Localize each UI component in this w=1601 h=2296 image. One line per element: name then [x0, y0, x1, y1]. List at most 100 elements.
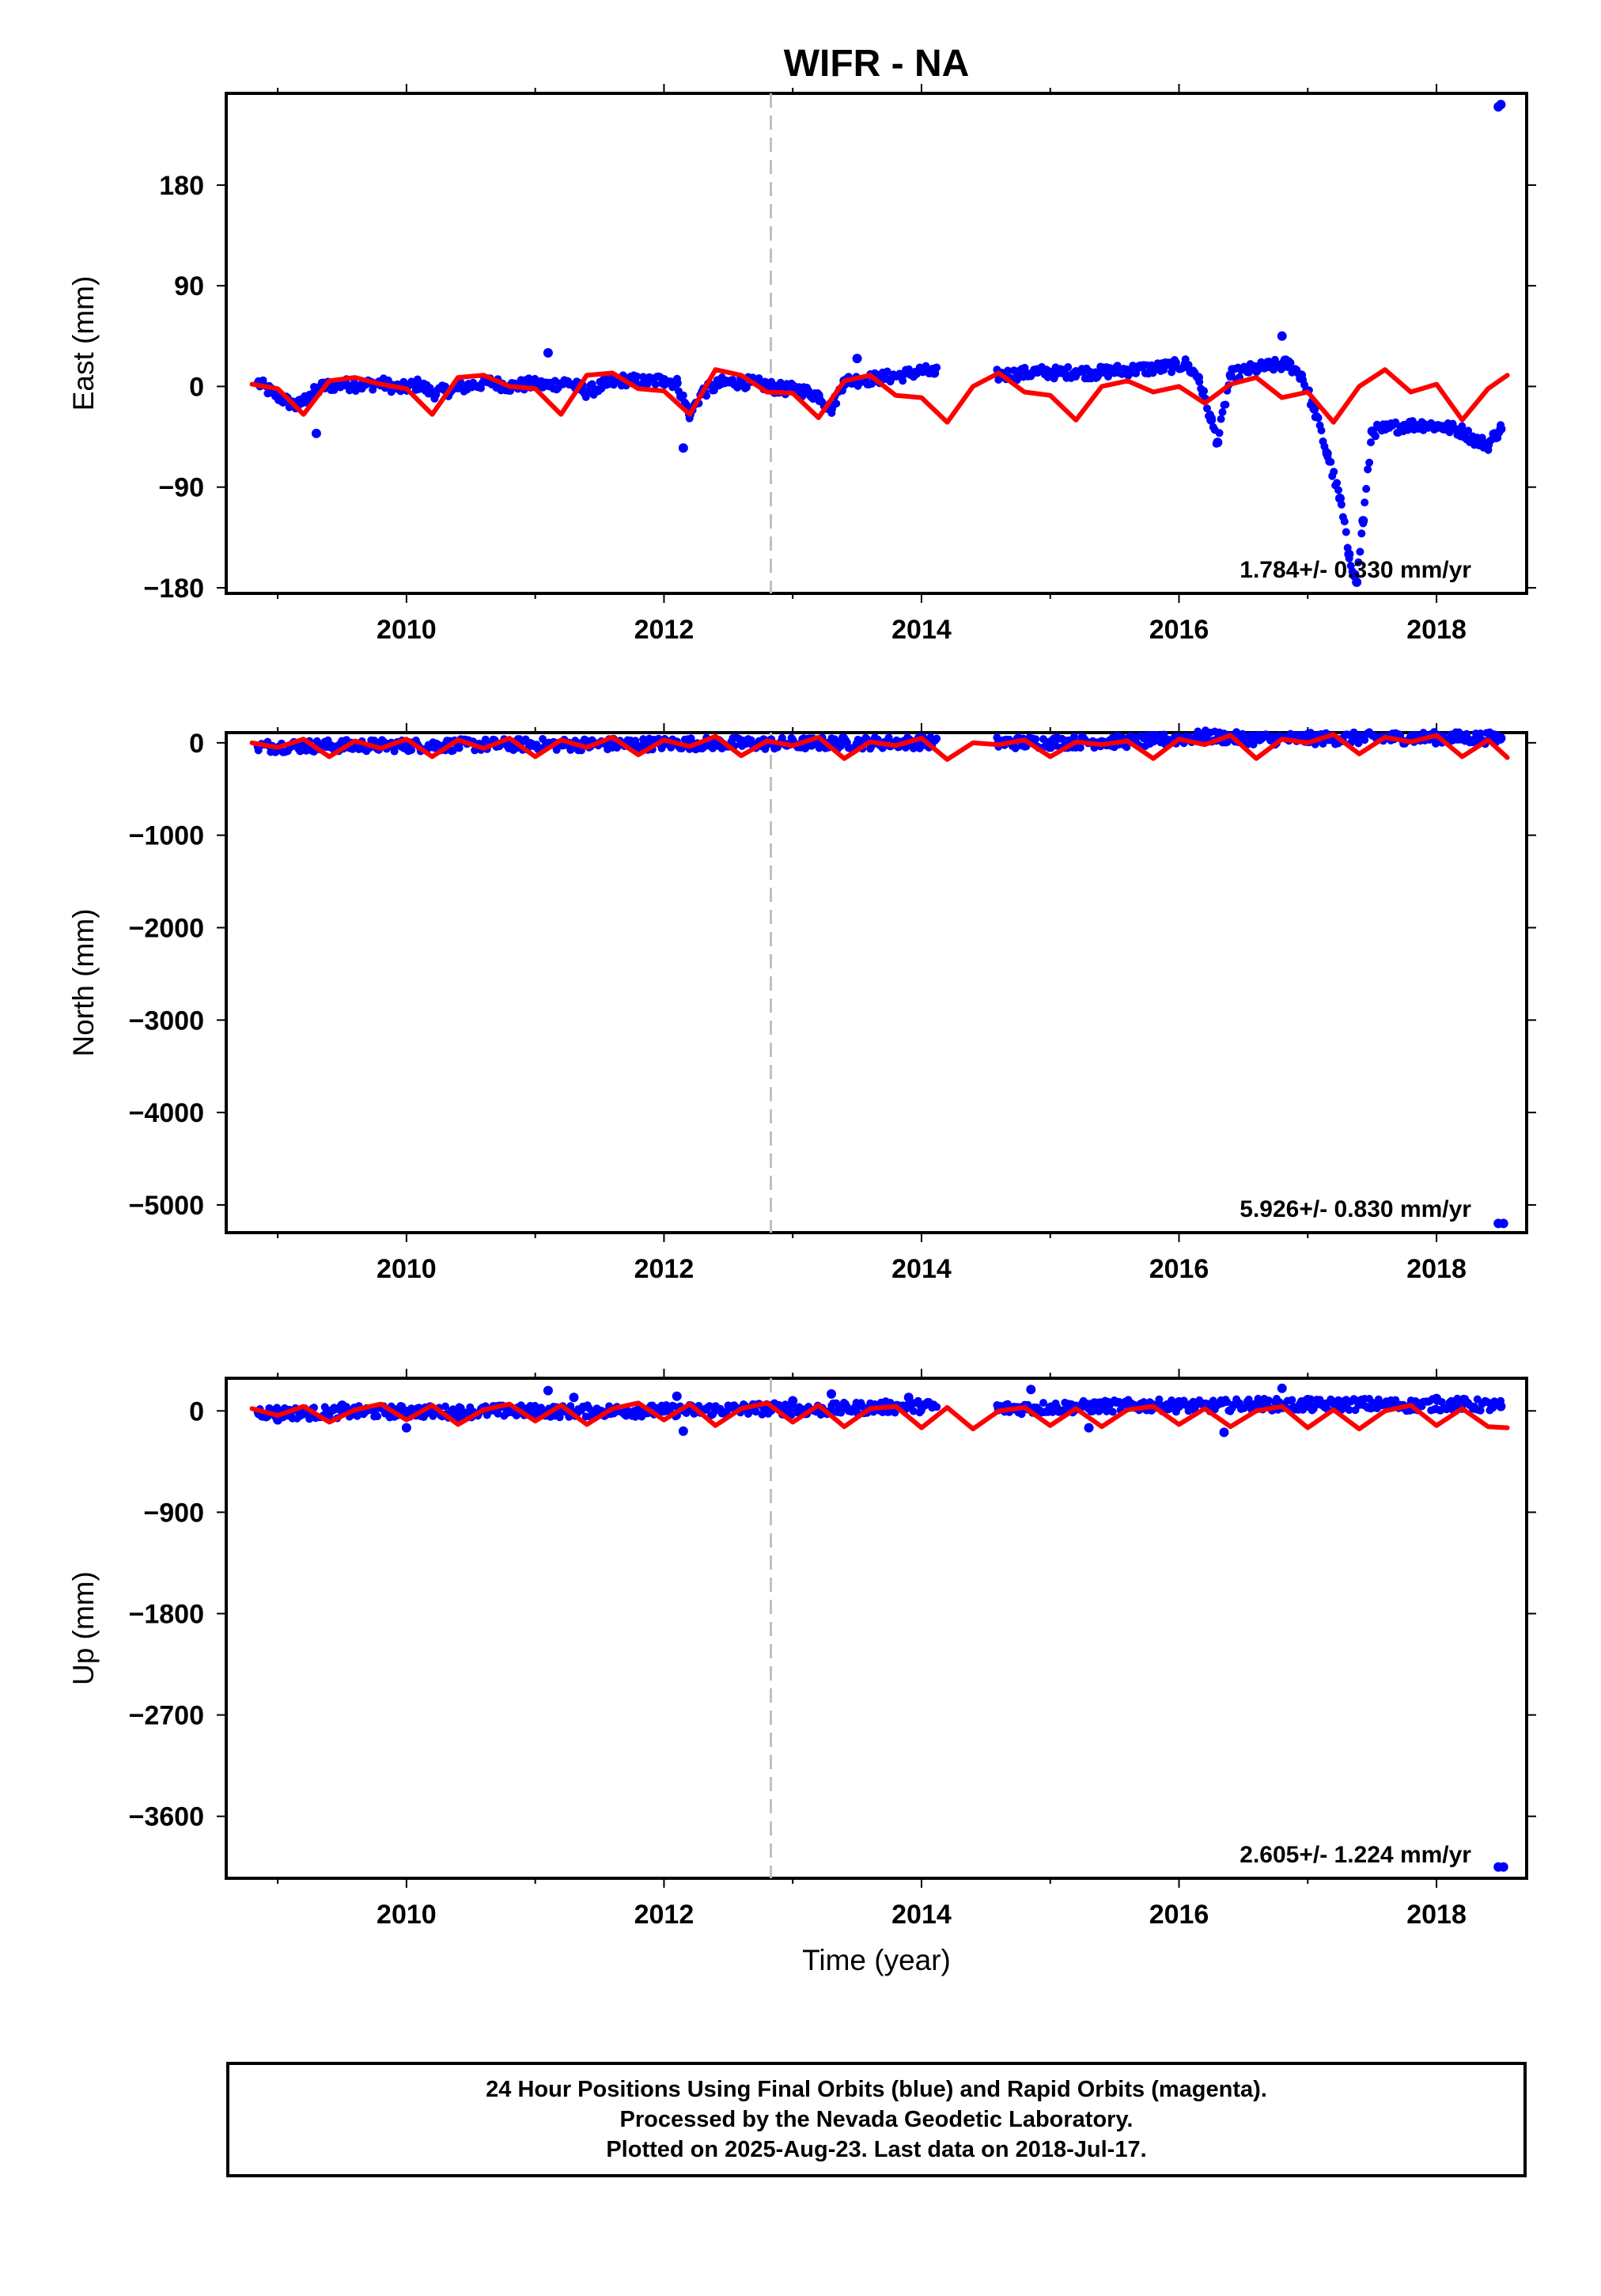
north-y-tick-label: −2000: [129, 913, 205, 943]
east-position-point: [1470, 435, 1480, 445]
up-outlier-point: [1026, 1385, 1036, 1395]
east-y-tick-label: −90: [158, 473, 204, 503]
east-position-point: [1367, 426, 1377, 436]
east-position-point: [1357, 529, 1366, 538]
east-position-point: [1358, 516, 1368, 526]
north-daily-positions: [253, 726, 1508, 1229]
east-position-point: [794, 385, 804, 395]
up-position-point: [1108, 1408, 1117, 1416]
north-position-point: [884, 733, 893, 742]
east-position-point: [1225, 370, 1236, 381]
up-outlier-point: [1303, 1395, 1313, 1405]
east-position-point: [1193, 373, 1203, 383]
east-y-tick-label: 90: [174, 271, 204, 301]
east-position-point: [1314, 414, 1323, 422]
east-position-point: [1361, 498, 1369, 507]
east-outlier-point: [543, 348, 553, 358]
up-outlier-point: [1174, 1396, 1184, 1407]
east-position-point: [1168, 361, 1178, 371]
up-position-point: [505, 1406, 515, 1416]
north-position-point: [1251, 734, 1262, 744]
up-x-tick-label: 2014: [891, 1900, 952, 1930]
up-outlier-point: [1084, 1423, 1094, 1433]
up-position-point: [1265, 1396, 1274, 1405]
east-position-point: [1215, 429, 1224, 438]
north-position-point: [1457, 733, 1467, 743]
north-x-tick-label: 2014: [891, 1254, 952, 1284]
east-position-point: [1245, 365, 1255, 375]
up-outlier-point: [672, 1391, 682, 1401]
east-position-point: [1418, 419, 1429, 430]
north-plot-frame: [225, 731, 1528, 1234]
north-position-point: [298, 741, 308, 751]
north-position-point: [1476, 729, 1485, 737]
up-position-point: [401, 1406, 411, 1416]
up-position-point: [1096, 1401, 1107, 1411]
east-position-point: [1129, 365, 1139, 375]
north-position-point: [1354, 733, 1364, 744]
north-position-point: [1148, 736, 1158, 746]
up-position-point: [1039, 1399, 1047, 1408]
up-position-point: [441, 1402, 449, 1411]
east-position-point: [1362, 484, 1371, 493]
north-position-point: [607, 739, 618, 749]
east-position-point: [601, 379, 611, 389]
east-position-point: [1013, 369, 1024, 379]
up-position-point: [1496, 1401, 1506, 1411]
east-position-point: [633, 372, 642, 381]
east-position-point: [1352, 577, 1362, 587]
east-position-point: [1264, 361, 1274, 371]
north-panel: 2010 2012 2014 2016 2018 0 −1000 −2000 −3000 −400…: [67, 723, 1536, 1284]
east-x-tick-label: 2016: [1149, 615, 1209, 645]
north-position-point: [1076, 744, 1084, 752]
east-position-point: [742, 383, 751, 392]
east-position-point: [679, 391, 687, 400]
east-position-point: [1277, 365, 1285, 373]
east-position-point: [1354, 558, 1363, 566]
east-position-point: [1148, 363, 1158, 373]
east-position-point: [1483, 439, 1493, 449]
up-position-point: [916, 1401, 926, 1411]
east-position-point: [651, 380, 660, 388]
east-position-point: [659, 374, 669, 385]
east-outlier-point: [678, 443, 688, 453]
up-position-point: [909, 1407, 918, 1415]
east-position-point: [1004, 366, 1012, 375]
east-position-point: [1380, 424, 1390, 434]
up-outlier-point: [1432, 1393, 1442, 1404]
up-y-tick-label: −900: [143, 1498, 204, 1528]
up-outlier-point: [788, 1396, 798, 1406]
east-position-point: [1399, 420, 1410, 430]
east-position-point: [1283, 359, 1293, 369]
north-position-point: [1496, 733, 1506, 744]
east-position-point: [1300, 381, 1309, 389]
east-position-point: [1020, 363, 1029, 372]
up-outlier-point: [903, 1392, 914, 1403]
up-y-axis-title: Up (mm): [67, 1571, 100, 1685]
up-y-tick-label: −3600: [129, 1802, 205, 1832]
up-position-point: [1476, 1406, 1485, 1415]
east-plot-frame: [225, 92, 1528, 595]
east-position-point: [1051, 368, 1062, 378]
east-position-point: [1489, 430, 1500, 441]
east-position-point: [1334, 486, 1342, 494]
north-position-point: [837, 741, 846, 750]
up-outlier-point: [273, 1415, 283, 1425]
east-position-point: [1213, 438, 1223, 448]
east-panel: 2010 2012 2014 2016 2018 180 90 0 −90 −180 East (m…: [67, 84, 1536, 645]
up-rate-label: 2.605+/- 1.224 mm/yr: [1240, 1842, 1471, 1868]
east-position-point: [1327, 457, 1335, 466]
east-position-point: [1438, 422, 1448, 432]
east-rate-label: 1.784+/- 0.330 mm/yr: [1240, 557, 1471, 583]
up-y-tick-label: −2700: [129, 1701, 205, 1731]
north-position-point: [390, 747, 399, 756]
up-outlier-point: [569, 1392, 579, 1403]
up-position-point: [1288, 1396, 1296, 1404]
east-position-point: [427, 388, 437, 398]
east-y-axis-title: East (mm): [67, 276, 100, 411]
north-position-point: [1122, 743, 1131, 752]
north-y-axis-title: North (mm): [67, 908, 100, 1056]
east-position-point: [1203, 404, 1211, 413]
up-plot-frame: [225, 1377, 1528, 1880]
up-position-point: [494, 1409, 502, 1418]
